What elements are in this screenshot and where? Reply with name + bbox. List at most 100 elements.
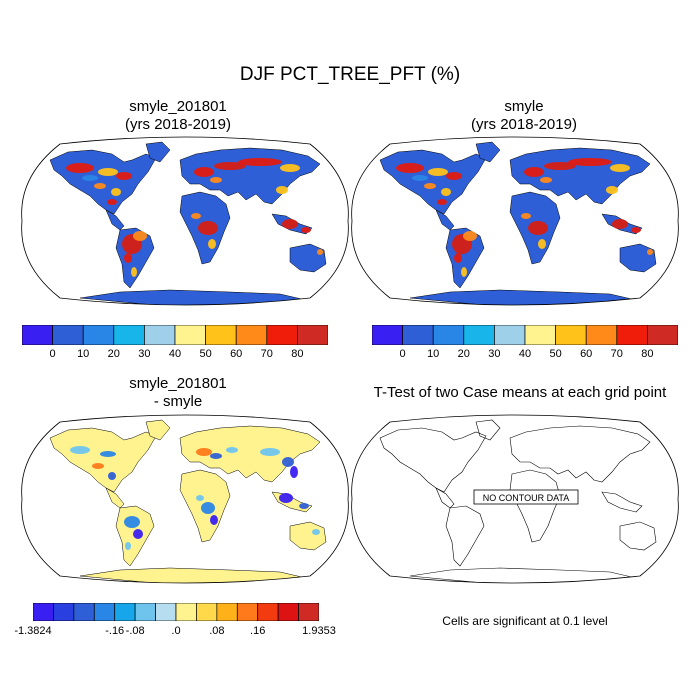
field-cell	[290, 466, 298, 478]
field-cell	[201, 502, 215, 514]
field-cell	[282, 457, 294, 467]
colorbar-tick-label: 20	[457, 348, 470, 360]
coastline-centralAm	[435, 487, 455, 509]
colorbar-swatch	[524, 325, 556, 345]
map-border	[21, 414, 349, 584]
map-border	[21, 136, 349, 306]
colorbar-tick-label: 1.9353	[302, 625, 336, 637]
field-cell	[116, 172, 132, 180]
colorbar-swatch	[175, 603, 197, 621]
panel-title-line1: smyle_201801	[129, 375, 227, 392]
colorbar-swatch	[134, 603, 156, 621]
coastline-eurasia	[509, 425, 651, 483]
colorbar-tick-label: 30	[138, 348, 151, 360]
field-cell	[301, 227, 311, 233]
colorbar-swatch	[196, 603, 218, 621]
coastline-antarctica	[409, 567, 637, 583]
colorbar-swatch	[236, 603, 259, 621]
colorbar-swatch	[463, 325, 495, 345]
colorbar-swatch	[616, 325, 648, 345]
colorbar-tick-label: .08	[209, 625, 225, 637]
colorbar-swatch	[277, 603, 299, 621]
colorbar-tick-label: 20	[107, 348, 120, 360]
field-cell	[276, 186, 288, 194]
field-cell	[124, 516, 140, 528]
colorbar-tick-label: 40	[518, 348, 532, 360]
field-cell	[612, 219, 628, 229]
field-cell	[194, 167, 214, 177]
field-cell	[196, 448, 212, 456]
colorbar-bottom-left	[33, 603, 319, 621]
colorbar-swatch	[235, 325, 268, 345]
panel-title-top-left: smyle_201801 (yrs 2018-2019)	[28, 98, 328, 134]
field-cell	[424, 183, 436, 189]
colorbar-swatch	[82, 325, 115, 345]
field-cell	[133, 231, 147, 241]
coastline-australia	[619, 521, 657, 551]
colorbar-swatch	[494, 325, 526, 345]
field-cell	[210, 177, 222, 183]
land-eurasia	[179, 425, 321, 483]
colorbar-swatch	[216, 603, 238, 621]
svg-text:NO CONTOUR DATA: NO CONTOUR DATA	[483, 493, 570, 503]
colorbar-tick-label: 60	[230, 348, 243, 360]
field-cell	[280, 164, 300, 172]
colorbar-swatch	[372, 325, 403, 345]
colorbar-tick-label: 10	[427, 348, 440, 360]
colorbar-tick-label: 40	[168, 348, 182, 360]
colorbar-tick-label: 0	[399, 348, 406, 360]
field-cell	[606, 186, 618, 194]
field-cell	[208, 239, 216, 249]
field-cell	[446, 172, 462, 180]
colorbar-ticks-top-right: 0 10 20 30 40 50 60 70 80	[372, 348, 678, 364]
field-cell	[454, 253, 462, 263]
colorbar-swatch	[266, 325, 298, 345]
field-cell	[124, 253, 132, 263]
field-cell	[238, 158, 282, 166]
field-cell	[66, 163, 94, 173]
field-cell	[70, 446, 90, 454]
field-cell	[260, 448, 280, 456]
colorbar-swatch	[155, 603, 177, 621]
colorbar-tick-label: 0	[49, 348, 56, 360]
land-northAmerica	[49, 427, 157, 493]
field-cell	[214, 162, 246, 170]
land-australia	[289, 521, 327, 551]
colorbar-swatch	[205, 325, 237, 345]
colorbar-swatch	[555, 325, 587, 345]
colorbar-tick-label: 10	[77, 348, 90, 360]
field-cell	[568, 158, 612, 166]
map-bottom-left	[21, 414, 349, 584]
field-cell	[317, 249, 323, 255]
land-greenland	[475, 141, 501, 163]
field-cell	[437, 199, 447, 205]
land-australia	[289, 243, 327, 273]
panel-title-line1: smyle	[504, 98, 544, 115]
field-cell	[428, 168, 448, 176]
colorbar-tick-label: 80	[641, 348, 654, 360]
colorbar-tick-label: 60	[580, 348, 593, 360]
colorbar-swatch	[257, 603, 279, 621]
colorbar-swatch	[52, 325, 84, 345]
field-cell	[82, 175, 98, 181]
field-cell	[108, 472, 116, 480]
field-cell	[111, 188, 121, 196]
colorbar-tick-label: 50	[549, 348, 562, 360]
map-top-left	[21, 136, 349, 306]
field-cell	[131, 267, 137, 277]
field-cell	[196, 495, 204, 501]
colorbar-swatch	[585, 325, 618, 345]
colorbar-swatch	[432, 325, 465, 345]
colorbar-tick-label: 30	[488, 348, 501, 360]
colorbar-swatch	[297, 325, 328, 345]
colorbar-tick-label: 70	[610, 348, 623, 360]
colorbar-tick-label: 70	[260, 348, 273, 360]
map-bottom-right: NO CONTOUR DATA	[351, 414, 679, 584]
field-cell	[191, 213, 201, 219]
land-centralAm	[105, 209, 125, 231]
land-australia	[619, 243, 657, 273]
coastline-northAmerica	[379, 427, 487, 493]
field-cell	[647, 249, 653, 255]
colorbar-swatch	[114, 603, 136, 621]
field-cell	[396, 163, 424, 173]
